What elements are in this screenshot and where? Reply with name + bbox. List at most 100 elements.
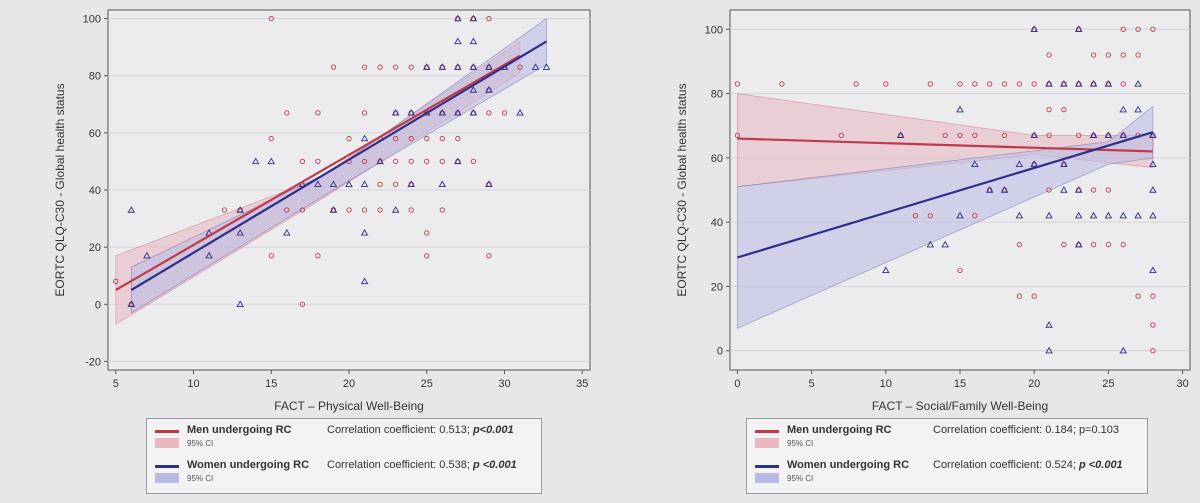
left-women-point — [407, 180, 415, 187]
left-women-point — [329, 180, 338, 187]
left-ytick-label: -20 — [85, 356, 101, 368]
right-xtick-label: 20 — [1028, 378, 1040, 390]
left-women-point — [469, 108, 478, 116]
left-women-point — [360, 180, 369, 187]
left-women-point — [422, 63, 431, 70]
right-men-point — [1076, 132, 1082, 139]
left-men-point — [299, 207, 306, 213]
right-men-point — [1135, 293, 1141, 299]
right-women-point — [1000, 186, 1009, 193]
left-women-point — [485, 180, 493, 187]
right-women-point — [1045, 346, 1053, 354]
legend-left-men-label: Men undergoing RC — [187, 424, 292, 436]
left-men-point — [361, 64, 368, 70]
right-men-point — [1120, 52, 1126, 58]
legend-right-men-ci: 95% CI — [787, 439, 814, 448]
right-men-point — [853, 81, 859, 87]
right-men-point — [1090, 241, 1097, 248]
left-women-point — [251, 157, 260, 165]
chart-right: 0 20 40 60 80 100 0 5 10 15 20 25 30 FACT – Social/Fa… — [600, 0, 1200, 503]
right-xtick-label: 0 — [734, 378, 740, 390]
left-men-point — [113, 278, 119, 285]
left-women-point — [438, 63, 447, 70]
right-women-point — [882, 266, 890, 274]
left-women-point — [360, 277, 369, 285]
left-women-point — [469, 63, 478, 70]
right-women-point — [1089, 80, 1098, 87]
right-men-point — [1016, 81, 1023, 87]
left-men-point — [486, 15, 492, 22]
right-men-point — [1090, 52, 1097, 58]
right-ylabel: EORTC QLQ-C30 - Global health status — [675, 83, 689, 296]
left-men-point — [268, 135, 274, 142]
left-women-point — [469, 14, 478, 22]
chart-left-plot: -20 0 20 40 60 80 100 5 10 15 20 25 30 35 FACT – Physi… — [53, 9, 591, 413]
right-men-point — [1105, 241, 1112, 248]
legend-left-men: Men undergoing RC 95% CI Correlation coe… — [155, 424, 535, 452]
left-men-point — [408, 135, 414, 142]
left-men-point — [439, 158, 445, 165]
right-ytick-label: 0 — [717, 346, 723, 358]
left-men-point — [470, 158, 477, 165]
right-xtick-label: 25 — [1102, 378, 1114, 390]
left-women-point — [283, 228, 291, 236]
left-ylabel: EORTC QLQ-C30 - Global health status — [53, 83, 67, 296]
right-women-point — [1104, 131, 1113, 139]
right-women-point — [1119, 211, 1128, 219]
right-men-point — [1046, 52, 1052, 58]
left-women-point — [485, 63, 493, 70]
men-line-swatch — [755, 430, 779, 433]
left-women-point — [454, 108, 462, 116]
right-men-point — [957, 132, 963, 139]
legend-left: Men undergoing RC 95% CI Correlation coe… — [146, 418, 542, 494]
left-men-point — [392, 158, 399, 165]
left-men-point — [408, 158, 414, 165]
right-men-point — [1046, 132, 1052, 139]
left-women-point — [485, 86, 493, 93]
right-women-point — [1149, 266, 1157, 274]
left-women-fit-line — [130, 40, 548, 291]
left-men-point — [377, 64, 383, 70]
right-women-point — [1134, 211, 1142, 219]
right-women-point — [1119, 131, 1128, 139]
right-women-point — [1060, 186, 1068, 193]
right-men-fit-line — [737, 137, 1153, 153]
right-men-point — [1031, 293, 1037, 299]
right-women-point — [1089, 131, 1098, 139]
legend-left-women-label: Women undergoing RC — [187, 459, 310, 471]
left-women-point — [236, 300, 244, 307]
men-ci-swatch — [155, 438, 179, 448]
left-men-point — [330, 64, 337, 70]
left-ytick-label: 80 — [89, 71, 101, 83]
left-men-point — [392, 135, 399, 142]
legend-right-women-corr-text: Correlation coefficient: 0.524; — [933, 459, 1076, 471]
left-women-point — [143, 251, 151, 259]
legend-right-women-ci: 95% CI — [787, 474, 814, 483]
left-women-point — [236, 228, 244, 236]
left-xtick-label: 30 — [498, 378, 510, 390]
right-women-point — [1089, 211, 1098, 219]
chart-left: -20 0 20 40 60 80 100 5 10 15 20 25 30 35 FACT – Physi… — [53, 9, 591, 494]
right-men-point — [1150, 26, 1156, 32]
right-men-point — [1150, 293, 1156, 299]
left-men-point — [221, 207, 228, 213]
left-men-point — [424, 158, 430, 165]
legend-left-men-corr-text: Correlation coefficient: 0.513; — [327, 424, 470, 436]
legend-right-women: Women undergoing RC 95% CI Correlation c… — [755, 459, 1141, 487]
right-women-point — [1030, 131, 1038, 139]
right-men-point — [734, 132, 741, 139]
left-women-point — [438, 180, 447, 187]
legend-right-men-corr: Correlation coefficient: 0.184; p=0.103 — [933, 424, 1120, 436]
right-men-point — [1150, 348, 1156, 354]
legend-right: Men undergoing RC 95% CI Correlation coe… — [746, 418, 1148, 494]
left-women-point — [267, 157, 276, 165]
left-women-point — [516, 108, 524, 116]
left-ytick-label: 0 — [95, 299, 101, 311]
left-men-point — [377, 181, 383, 187]
left-men-point — [408, 207, 414, 213]
legend-right-women-p: p <0.001 — [1078, 459, 1123, 471]
right-men-point — [1001, 81, 1008, 87]
right-men-point — [1105, 187, 1112, 193]
left-men-point — [377, 207, 383, 213]
right-men-point — [779, 81, 785, 87]
